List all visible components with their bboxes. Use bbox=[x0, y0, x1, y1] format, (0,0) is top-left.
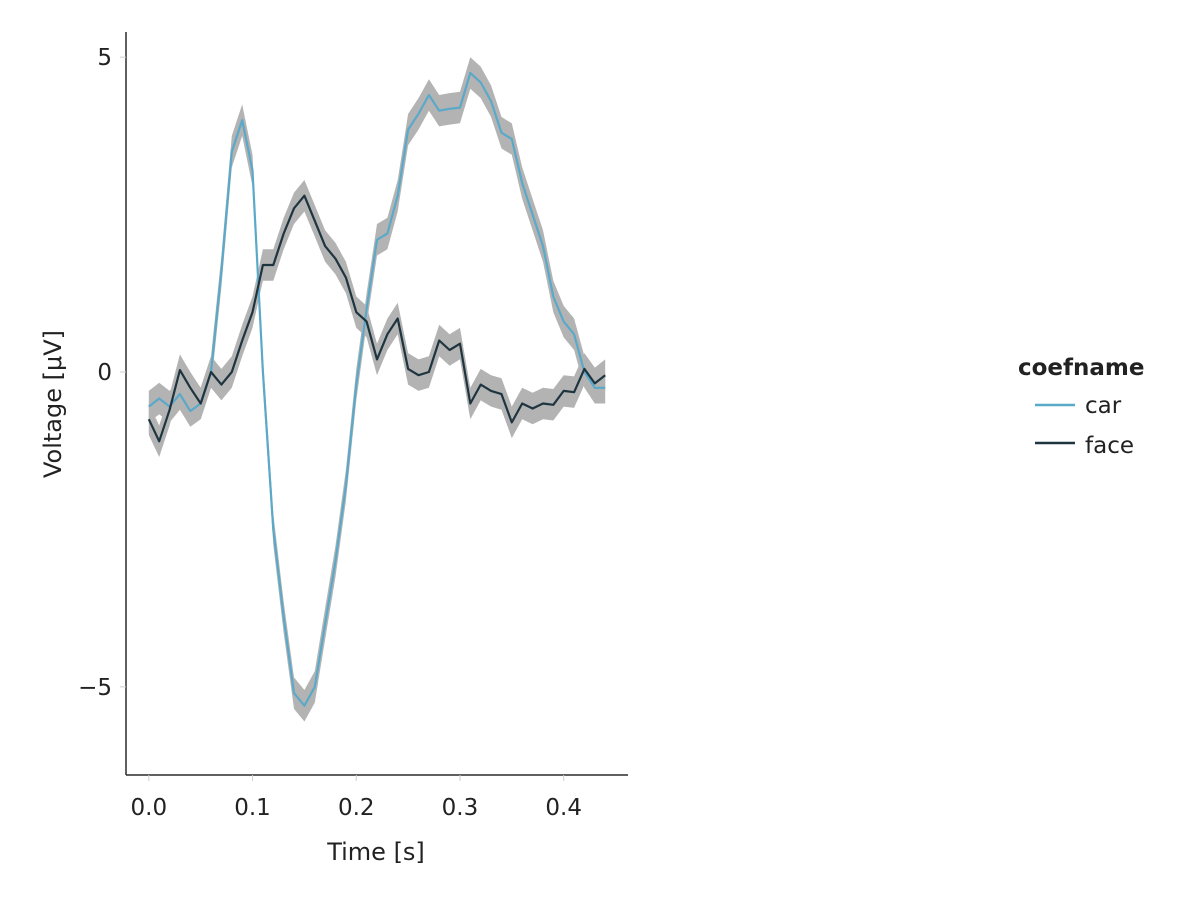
series-line-car bbox=[148, 71, 606, 707]
x-tick-label: 0.0 bbox=[131, 795, 168, 821]
series-lines bbox=[147, 71, 606, 707]
legend: coefname car face bbox=[1018, 355, 1145, 459]
x-tick-label: 0.4 bbox=[545, 795, 582, 821]
y-tick-label: 5 bbox=[97, 45, 112, 71]
y-axis-title: Voltage [μV] bbox=[39, 330, 67, 478]
series-line-face bbox=[147, 194, 606, 443]
tick-labels: 0.0 0.1 0.2 0.3 0.4 5 0 −5 bbox=[78, 45, 582, 821]
y-tick-label: 0 bbox=[97, 360, 112, 386]
legend-label-car: car bbox=[1085, 393, 1122, 419]
y-tick-label: −5 bbox=[78, 675, 112, 701]
x-tick-label: 0.3 bbox=[442, 795, 479, 821]
axes bbox=[120, 32, 628, 781]
legend-label-face: face bbox=[1085, 433, 1134, 459]
band-face bbox=[148, 180, 606, 457]
confidence-bands bbox=[148, 57, 606, 722]
x-tick-label: 0.2 bbox=[338, 795, 375, 821]
legend-title: coefname bbox=[1018, 355, 1145, 381]
x-axis-title: Time [s] bbox=[326, 838, 425, 866]
x-tick-label: 0.1 bbox=[234, 795, 271, 821]
